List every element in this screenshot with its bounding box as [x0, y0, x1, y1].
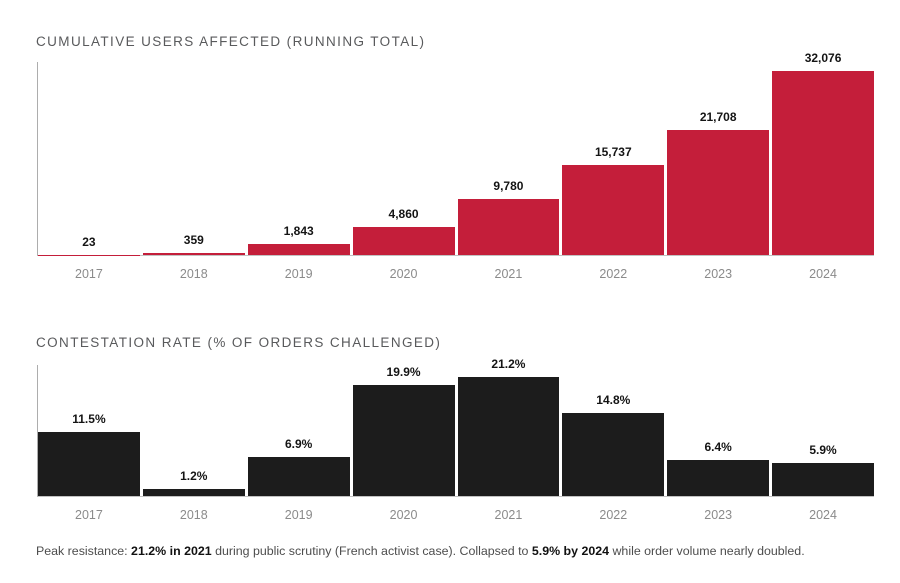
bar-column: 1,843 [247, 62, 350, 255]
year-tick-label: 2020 [389, 267, 418, 281]
bar-column: 21.2% [457, 357, 560, 496]
bar-value-label: 6.4% [704, 440, 732, 455]
bar-column: 6.9% [247, 365, 350, 496]
year-tick-label: 2019 [284, 267, 313, 281]
year-tick-label: 2023 [704, 508, 733, 522]
footer-text: Peak resistance: [36, 544, 132, 558]
year-tick-label: 2019 [284, 508, 313, 522]
footer-annotation: Peak resistance: 21.2% in 2021 during pu… [36, 544, 876, 558]
footer-text: while order volume nearly doubled. [609, 544, 805, 558]
bar [38, 431, 140, 496]
bar-value-label: 5.9% [809, 442, 837, 457]
bar [772, 70, 874, 255]
year-tick-label: 2022 [599, 267, 628, 281]
bar [352, 384, 455, 496]
year-tick-label: 2017 [75, 267, 103, 281]
bar-value-label: 4,860 [388, 207, 419, 222]
x-axis-years-contestation-rate: 2017 2018 2019 2020 2021 2022 2023 2024 [38, 508, 874, 522]
year-tick-label: 2023 [704, 267, 733, 281]
bar-column: 32,076 [772, 51, 874, 255]
plot-area-cumulative-users: 23 359 1,843 4,860 9,780 15,737 21,708 32,076 [37, 51, 874, 256]
footer-text: during public scrutiny (French activist … [211, 544, 532, 558]
x-axis-years-cumulative-users: 2017 2018 2019 2020 2021 2022 2023 2024 [38, 267, 874, 281]
bar [667, 130, 770, 255]
footer-highlight: 21.2% in 2021 [131, 544, 212, 558]
bar-value-label: 6.9% [285, 437, 313, 452]
year-tick-label: 2021 [494, 508, 523, 522]
bar-column: 9,780 [457, 62, 560, 255]
plot-area-contestation-rate: 11.5% 1.2% 6.9% 19.9% 21.2% 14.8% 6.4% 5.9% [37, 357, 874, 497]
bar-value-label: 21.2% [491, 357, 526, 372]
bar-column: 11.5% [38, 365, 140, 496]
bar-column: 1.2% [142, 365, 245, 496]
bar-value-label: 14.8% [596, 393, 631, 408]
footer-highlight: 5.9% by 2024 [531, 544, 610, 558]
year-tick-label: 2020 [389, 508, 418, 522]
bar-value-label: 23 [82, 234, 96, 249]
year-tick-label: 2017 [75, 508, 103, 522]
bar [352, 227, 455, 255]
year-tick-label: 2022 [599, 508, 628, 522]
bar-column: 4,860 [352, 62, 455, 255]
year-tick-label: 2018 [179, 267, 208, 281]
bar-column: 21,708 [667, 62, 770, 255]
year-tick-label: 2021 [494, 267, 523, 281]
bar-value-label: 19.9% [386, 364, 421, 379]
bar-column: 19.9% [352, 365, 455, 496]
bar [247, 457, 350, 496]
bar-column: 15,737 [562, 62, 665, 255]
bar-column: 5.9% [772, 365, 874, 496]
chart-title-contestation-rate: CONTESTATION RATE (% OF ORDERS CHALLENGE… [36, 335, 442, 350]
bar-value-label: 11.5% [72, 411, 106, 426]
chart-title-cumulative-users: CUMULATIVE USERS AFFECTED (RUNNING TOTAL… [36, 34, 426, 49]
bar [772, 462, 874, 496]
bar-value-label: 32,076 [804, 50, 842, 65]
bar [667, 460, 770, 496]
bar-value-label: 9,780 [493, 178, 524, 193]
bar [142, 489, 245, 496]
bar [142, 252, 245, 255]
bar-column: 14.8% [562, 365, 665, 496]
bar-value-label: 21,708 [699, 110, 737, 125]
bar-column: 359 [142, 62, 245, 255]
bar [562, 164, 665, 255]
bar [247, 244, 350, 255]
bar-value-label: 359 [183, 232, 204, 247]
year-tick-label: 2024 [809, 267, 837, 281]
year-tick-label: 2018 [179, 508, 208, 522]
bar [457, 377, 560, 496]
bar-value-label: 15,737 [594, 144, 632, 159]
bar-column: 6.4% [667, 365, 770, 496]
bar-value-label: 1.2% [180, 469, 208, 484]
bar [562, 413, 665, 496]
bar [457, 198, 560, 255]
year-tick-label: 2024 [809, 508, 837, 522]
bar-value-label: 1,843 [283, 224, 314, 239]
bar-column: 23 [38, 62, 140, 255]
